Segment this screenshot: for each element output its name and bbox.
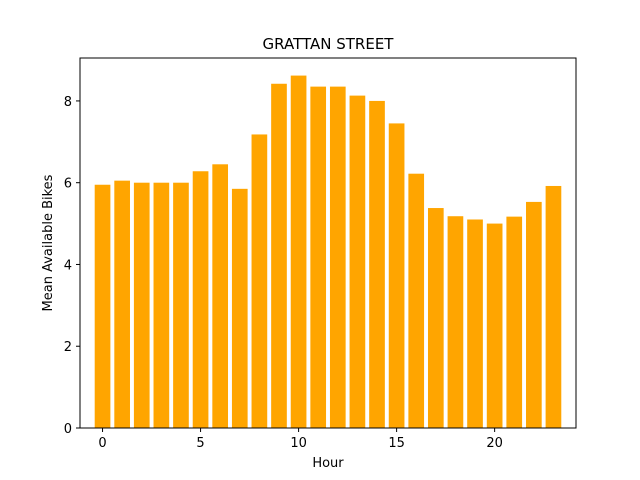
bar-hour-17 bbox=[427, 208, 444, 428]
bar-hour-14 bbox=[369, 100, 385, 429]
chart-title: GRATTAN STREET bbox=[263, 35, 395, 53]
bar-hour-9 bbox=[271, 83, 287, 428]
bar-hour-7 bbox=[231, 188, 248, 428]
bar-hour-8 bbox=[251, 134, 268, 428]
bars-group bbox=[94, 75, 562, 429]
bar-hour-16 bbox=[408, 173, 425, 428]
bar-hour-18 bbox=[447, 216, 464, 428]
bar-hour-0 bbox=[94, 184, 111, 428]
x-tick-label: 0 bbox=[98, 436, 106, 451]
bar-hour-19 bbox=[467, 219, 483, 428]
bar-hour-2 bbox=[133, 182, 150, 428]
bar-hour-1 bbox=[114, 180, 130, 428]
y-tick-label: 4 bbox=[64, 258, 72, 273]
bar-hour-21 bbox=[506, 216, 523, 428]
bar-hour-13 bbox=[349, 95, 366, 429]
bar-hour-4 bbox=[173, 182, 189, 428]
bar-hour-22 bbox=[526, 201, 542, 428]
x-tick-label: 20 bbox=[486, 436, 503, 451]
bar-hour-15 bbox=[388, 123, 405, 428]
x-tick-label: 15 bbox=[388, 436, 405, 451]
bar-hour-23 bbox=[545, 185, 562, 428]
x-axis-label: Hour bbox=[312, 456, 344, 471]
y-axis-ticks: 0 2 4 6 8 bbox=[64, 95, 80, 437]
bar-hour-3 bbox=[153, 182, 170, 428]
bar-hour-11 bbox=[310, 86, 327, 429]
bar-hour-20 bbox=[486, 223, 503, 428]
bar-hour-5 bbox=[192, 171, 209, 428]
y-tick-label: 6 bbox=[64, 177, 72, 192]
bar-hour-12 bbox=[329, 86, 346, 429]
plot-frame bbox=[79, 57, 577, 429]
y-tick-label: 0 bbox=[64, 422, 72, 437]
x-tick-label: 5 bbox=[196, 436, 204, 451]
y-tick-label: 2 bbox=[64, 340, 72, 355]
bar-hour-10 bbox=[290, 75, 307, 428]
y-axis-label: Mean Available Bikes bbox=[41, 174, 56, 311]
bar-hour-6 bbox=[212, 164, 229, 429]
x-axis-ticks: 0 5 10 15 20 bbox=[98, 428, 503, 451]
y-tick-label: 8 bbox=[64, 95, 72, 110]
x-tick-label: 10 bbox=[290, 436, 307, 451]
